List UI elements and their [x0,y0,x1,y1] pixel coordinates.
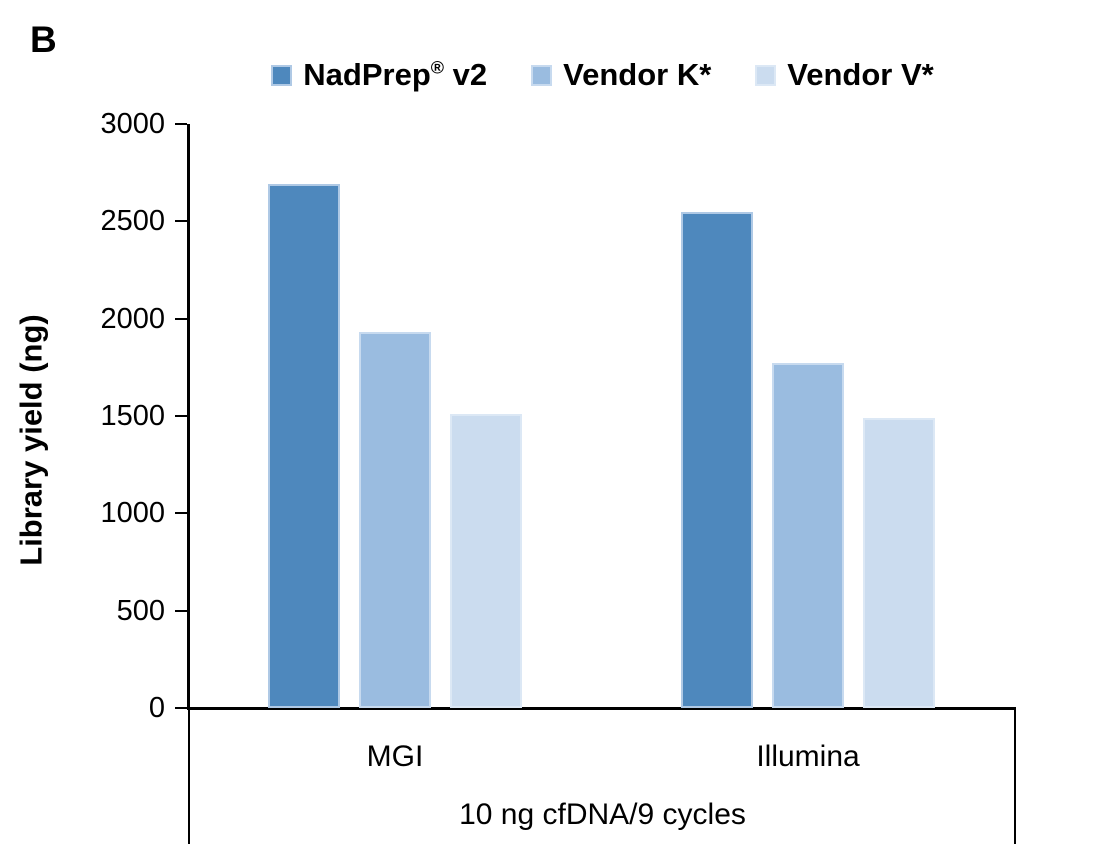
y-tick-mark [175,220,187,223]
y-tick-label: 2500 [100,205,165,238]
legend-item-2: Vendor K* [531,57,711,93]
bar-illumina-1 [681,211,753,708]
category-label-illumina: Illumina [756,740,860,773]
y-tick-label: 3000 [100,108,165,140]
chart-legend: NadPrep® v2 Vendor K* Vendor V* [190,55,1015,95]
axis-group-label: 10 ng cfDNA/9 cycles [459,798,746,831]
y-tick-mark [175,123,187,125]
legend-swatch-icon [271,64,293,86]
bar-mgi-1 [268,184,340,708]
y-tick-mark [175,609,187,612]
category-axis-box [188,710,1016,844]
bar-mgi-3 [450,414,522,708]
x-axis-line [187,707,1016,710]
y-tick-mark [175,707,187,709]
legend-swatch-icon [755,64,777,86]
y-tick-mark [175,317,187,320]
legend-item-1: NadPrep® v2 [271,57,487,93]
legend-swatch-icon [531,64,553,86]
legend-label: Vendor K* [563,57,712,92]
bar-illumina-2 [772,363,844,708]
y-axis-line [187,124,190,710]
y-tick-label: 500 [116,594,165,627]
legend-label: Vendor V* [787,57,934,92]
y-axis-title-text: Library yield (ng) [14,314,50,566]
legend-item-3: Vendor V* [755,57,934,93]
panel-label: B [30,19,57,60]
y-tick-label: 0 [148,692,165,724]
legend-label: NadPrep® v2 [303,57,488,92]
category-label-mgi: MGI [366,740,424,773]
y-tick-mark [175,415,187,417]
y-tick-label: 2000 [100,302,165,335]
y-tick-label: 1000 [100,497,165,530]
y-tick-label: 1500 [100,400,165,432]
bar-mgi-2 [359,332,431,708]
bar-illumina-3 [863,417,935,708]
y-tick-mark [175,512,187,515]
